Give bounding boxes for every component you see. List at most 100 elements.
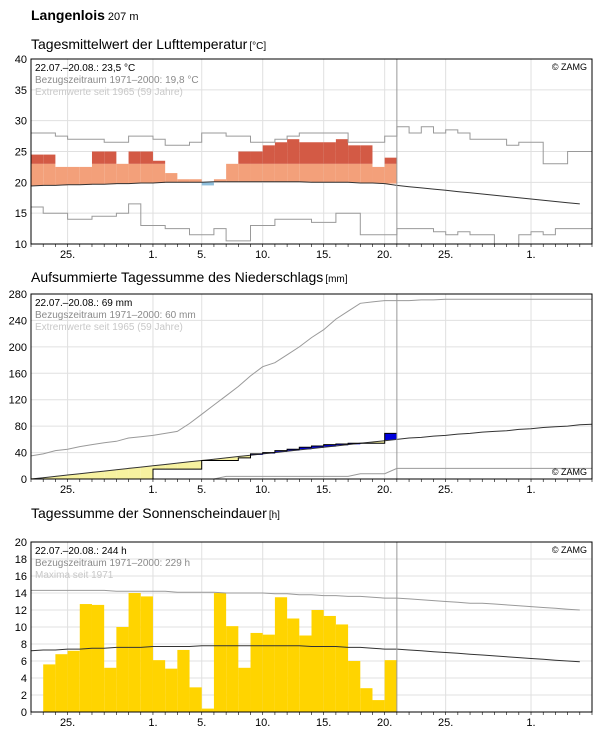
precipitation-title-text: Aufsummierte Tagessumme des Niederschlag…: [31, 269, 324, 285]
y-tick-label: 280: [9, 289, 27, 301]
precip-reference-line: [30, 423, 593, 480]
precip-surplus-bar: [311, 445, 324, 448]
sunshine-bar: [262, 634, 275, 712]
temp-base-bar: [274, 163, 288, 182]
sunshine-bar: [43, 664, 56, 712]
sunshine-max-line: [31, 589, 580, 611]
temp-base-bar: [348, 163, 361, 183]
precip-deficit-bar: [104, 470, 117, 479]
temp-base-bar: [250, 163, 263, 182]
temp-base-bar: [91, 163, 105, 185]
sunshine-bar: [299, 635, 312, 712]
precip-deficit-bar: [43, 477, 56, 479]
temp-anomaly-bar: [287, 139, 300, 164]
y-tick-label: 8: [21, 639, 27, 651]
precip-deficit-bar: [79, 473, 92, 479]
temp-anomaly-bar: [91, 151, 105, 164]
plot-frame: [30, 58, 593, 245]
y-tick-label: 40: [15, 448, 27, 460]
legend-extremes: Extremwerte seit 1965 (59 Jahre): [35, 322, 183, 333]
temp-anomaly-bar: [140, 151, 153, 164]
temp-anomaly-bar: [348, 145, 361, 164]
precip-deficit-bar: [116, 469, 129, 479]
temp-anomaly-bar: [311, 142, 324, 164]
y-tick-label: 20: [15, 537, 27, 549]
y-tick-label: 160: [9, 368, 27, 380]
sunshine-bar: [311, 610, 324, 712]
precip-deficit-bar: [140, 466, 153, 479]
zamg-credit: © ZAMG: [552, 467, 587, 477]
x-tick-label: 15.: [316, 717, 331, 729]
temp-base-bar: [299, 163, 312, 182]
sunshine-bar: [104, 667, 117, 712]
temp-base-bar: [152, 163, 166, 183]
x-tick-label: 25.: [60, 249, 75, 261]
sunshine-bar: [348, 661, 361, 712]
temp-anomaly-bar: [31, 154, 44, 164]
sunshine-bar: [372, 700, 385, 712]
temp-base-bar: [140, 163, 153, 183]
precip-surplus-bar: [299, 447, 312, 450]
sunshine-bar: [274, 597, 288, 712]
sunshine-bar: [226, 626, 239, 712]
legend-extremes: Extremwerte seit 1965 (59 Jahre): [35, 87, 183, 98]
temp-base-bar: [335, 163, 349, 183]
x-tick-label: 1.: [148, 249, 157, 261]
y-tick-label: 14: [15, 588, 27, 600]
sunshine-bar: [165, 668, 178, 712]
precip-deficit-bar: [128, 467, 141, 479]
precip-deficit-bar: [91, 471, 105, 479]
precip-deficit-bar: [238, 455, 251, 458]
plot-frame: [30, 541, 593, 713]
temp-base-bar: [226, 163, 239, 182]
temp-base-bar: [213, 179, 227, 182]
station-header: Langenlois 207 m: [31, 7, 138, 23]
y-tick-label: 25: [15, 147, 27, 159]
y-tick-label: 40: [15, 54, 27, 66]
x-tick-label: 1.: [526, 717, 535, 729]
precip-deficit-bar: [372, 441, 385, 444]
sunshine-reference-line: [30, 645, 580, 663]
temp-below-bar: [201, 182, 214, 186]
y-tick-label: 30: [15, 116, 27, 128]
sunshine-bar: [213, 593, 227, 712]
temperature-chart: 10 15 20 25 30 35 40 25. 1. 5. 10. 15. 20. 25. 1. 22.07…: [15, 54, 593, 261]
y-tick-label: 10: [15, 239, 27, 251]
y-tick-label: 80: [15, 421, 27, 433]
x-tick-label: 25.: [438, 717, 453, 729]
x-tick-label: 5.: [197, 249, 206, 261]
precip-surplus-bar: [287, 449, 300, 451]
x-tick-label: 15.: [316, 484, 331, 496]
precip-deficit-bar: [67, 474, 80, 479]
temp-base-bar: [104, 163, 117, 185]
y-tick-label: 16: [15, 571, 27, 583]
temp-anomaly-bar: [152, 160, 166, 164]
sunshine-unit: [h]: [268, 510, 280, 521]
y-tick-label: 20: [15, 177, 27, 189]
plot-frame: [30, 293, 593, 480]
sunshine-bar: [250, 632, 263, 712]
temp-base-bar: [43, 163, 56, 186]
temp-anomaly-bar: [360, 145, 373, 164]
y-tick-label: 200: [9, 342, 27, 354]
y-tick-label: 2: [21, 690, 27, 702]
x-tick-label: 15.: [316, 249, 331, 261]
legend-extremes: Maxima seit 1971: [35, 570, 114, 581]
sunshine-bar: [91, 604, 105, 712]
sunshine-chart: 0 2 4 6 8 10 12 14 16 18 20 25. 1. 5. 10. 15. 20. 25. 1. 22…: [15, 537, 593, 729]
x-tick-label: 10.: [255, 249, 270, 261]
temp-base-bar: [67, 166, 80, 185]
precip-deficit-bar: [177, 462, 190, 470]
precip-max-line: [30, 298, 592, 457]
x-tick-label: 10.: [255, 717, 270, 729]
sunshine-panel-title: Tagessumme der Sonnenscheindauer [h]: [31, 505, 280, 521]
y-tick-label: 18: [15, 554, 27, 566]
temp-anomaly-bar: [238, 151, 251, 164]
temp-max-line: [31, 126, 592, 165]
zamg-credit: © ZAMG: [552, 545, 587, 555]
x-tick-label: 1.: [526, 249, 535, 261]
y-tick-label: 4: [21, 673, 27, 685]
precip-surplus-bar: [335, 443, 349, 446]
precip-observed-line: [31, 432, 397, 480]
temp-base-bar: [372, 166, 385, 183]
